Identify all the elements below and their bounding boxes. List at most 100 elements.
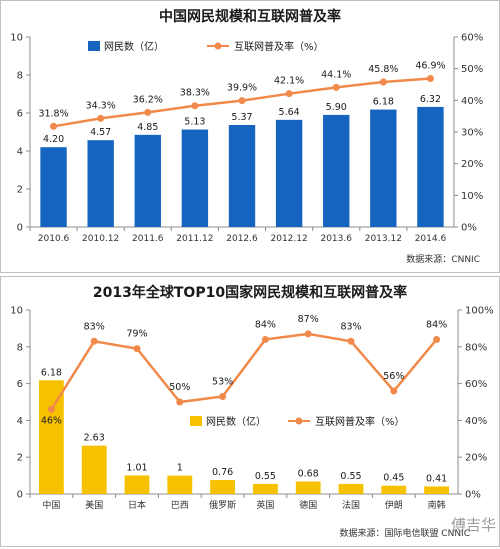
chart1-x-tick-label: 2010.6 [38,234,70,244]
chart1-right-tick-label: 20% [461,159,483,170]
chart2-x-tick-label: 英国 [256,499,274,511]
chart1-left-tick-label: 4 [17,147,23,158]
chart1-bars [40,106,444,227]
chart1-line [50,74,434,130]
chart1-bar [40,147,67,227]
chart2-bar-label: 2.63 [84,433,105,444]
chart1-legend-bar-label: 网民数（亿） [104,40,164,53]
chart1-bar-label: 6.32 [420,94,441,105]
chart2-line-point [176,398,184,406]
chart1-bar [181,129,209,227]
chart2-legend-line-marker [295,417,303,425]
chart2-left-tick-label: 6 [17,379,23,390]
chart2-bar [124,475,150,494]
chart1-line-label: 31.8% [38,108,68,119]
chart2-line-path [50,332,438,411]
chart1-right-tick-label: 40% [461,96,483,107]
chart2-right-tick-label: 20% [465,453,487,464]
chart1-line-label: 42.1% [274,76,304,87]
chart1-bar-label: 5.37 [231,112,252,123]
chart2-legend-bar-label: 网民数（亿） [206,415,266,428]
chart1-x-tick-label: 2013.6 [320,234,352,244]
chart1-left-tick-label: 10 [10,33,23,44]
chart1-bar [275,119,303,227]
chart1-line-point [191,102,199,110]
chart1-bar-label: 5.90 [326,102,347,113]
chart2-left-tick-label: 8 [17,342,23,353]
chart2-line-point [219,392,227,400]
chart1-line-label: 36.2% [133,94,163,105]
chart2-line-label: 87% [298,314,319,325]
chart2-bar-label: 0.76 [212,467,233,478]
chart2-right-tick-label: 0% [465,490,481,501]
chart2-legend-bar-swatch [190,416,202,426]
chart1-x-tick-label: 2010.12 [82,234,119,244]
chart1-legend: 网民数（亿） 互联网普及率（%） [88,40,324,53]
chart2-line-point [47,405,55,413]
chart2-line-point [90,337,98,345]
chart1-line-point [332,83,340,91]
chart1-line-label: 45.8% [368,64,398,75]
chart2-bar [38,380,64,494]
chart1-bar [134,134,161,227]
chart1-right-tick-label: 0% [461,223,477,234]
chart1-line-point [426,74,434,82]
chart2-left-tick-label: 10 [10,306,23,317]
chart1-left-tick-label: 0 [17,223,23,234]
chart1-line-point [238,97,246,105]
chart2-right-tick-label: 100% [465,306,494,317]
chart2-line-point [347,337,355,345]
chart2-x-tick-label: 南韩 [428,499,446,511]
chart2-bar [210,480,236,494]
chart1-right-tick-label: 60% [461,33,483,44]
chart2-x-tick-label: 法国 [342,499,360,511]
chart2-bar-label: 1 [177,463,183,474]
chart2-line-label: 83% [84,321,105,332]
chart1-x-tick-label: 2011.6 [132,234,164,244]
chart2-line-label: 79% [126,329,147,340]
chart2-x-tick-label: 美国 [85,499,103,511]
chart2-x-tick-label: 俄罗斯 [209,499,236,511]
chart2-line-label: 56% [383,371,404,382]
chart1-left-tick-label: 2 [17,185,23,196]
chart2-line [47,330,441,413]
chart2-line-label: 84% [426,319,447,330]
chart2-line-label: 50% [169,382,190,393]
chart1-bar-label: 4.20 [43,134,64,145]
chart2-line-label: 46% [41,415,62,426]
chart1-left-tick-label: 8 [17,71,23,82]
watermark: 傅吉华 [451,516,496,534]
chart1-x-tick-label: 2012.6 [226,234,258,244]
chart1-bar-label: 5.13 [184,117,205,128]
chart1-right-tick-label: 30% [461,128,483,139]
chart2-data-labels: 6.18 2.63 1.01 1 0.76 0.55 0.68 0.55 0.45 0.41 46%… [41,314,447,485]
chart2-bar-label: 6.18 [41,367,62,378]
chart2-line-point [261,335,269,343]
chart2-bar [295,481,321,494]
chart2-right-tick-label: 80% [465,342,487,353]
chart1-line-label: 34.3% [86,100,116,111]
chart1-line-point [144,108,152,116]
chart2-x-tick-label: 巴西 [171,500,189,511]
chart2-legend: 网民数（亿） 互联网普及率（%） [190,415,405,428]
chart2-legend-line-label: 互联网普及率（%） [315,415,405,428]
chart2-left-tick-label: 0 [17,490,23,501]
chart1-line-label: 44.1% [321,69,351,80]
chart1-line-label: 38.3% [180,88,210,99]
chart1-legend-line-label: 互联网普及率（%） [234,40,324,53]
chart2-left-tick-label: 2 [17,453,23,464]
chart1-line-label: 46.9% [415,60,445,71]
chart2-title: 2013年全球TOP10国家网民规模和互联网普及率 [93,284,407,301]
chart1-line-point [379,78,387,86]
chart2-x-tick-label: 中国 [42,499,60,511]
chart1-line-point [285,90,293,98]
chart1-x-tick-label: 2011.12 [176,234,213,244]
chart1-data-labels: 4.20 4.57 4.85 5.13 5.37 5.64 5.90 6.18 6.32 31.8… [38,60,445,145]
chart2-bar-label: 1.01 [126,462,147,473]
chart2-bar-label: 0.55 [340,471,361,482]
chart1-line-point [97,114,105,122]
chart1-bar [87,140,114,227]
chart2-line-point [390,387,398,395]
